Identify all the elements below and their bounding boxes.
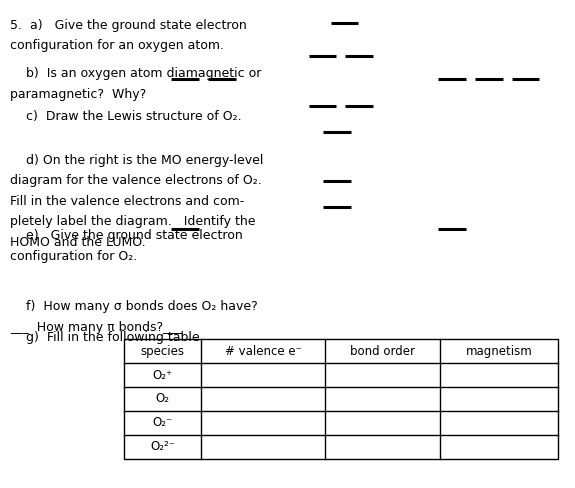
Text: c)  Draw the Lewis structure of O₂.: c) Draw the Lewis structure of O₂. bbox=[10, 110, 242, 123]
Text: species: species bbox=[140, 345, 185, 358]
Text: 5.  a)   Give the ground state electron: 5. a) Give the ground state electron bbox=[10, 19, 247, 32]
Text: b)  Is an oxygen atom diamagnetic or: b) Is an oxygen atom diamagnetic or bbox=[10, 67, 262, 81]
Text: HOMO and the LUMO.: HOMO and the LUMO. bbox=[10, 236, 146, 249]
Text: O₂²⁻: O₂²⁻ bbox=[150, 440, 175, 453]
Text: e)   Give the ground state electron: e) Give the ground state electron bbox=[10, 229, 243, 243]
Bar bbox=[124, 339, 558, 459]
Text: diagram for the valence electrons of O₂.: diagram for the valence electrons of O₂. bbox=[10, 174, 262, 187]
Text: bond order: bond order bbox=[350, 345, 415, 358]
Text: O₂⁻: O₂⁻ bbox=[152, 416, 172, 429]
Text: configuration for O₂.: configuration for O₂. bbox=[10, 250, 137, 263]
Text: O₂: O₂ bbox=[155, 392, 170, 406]
Text: d) On the right is the MO energy-level: d) On the right is the MO energy-level bbox=[10, 154, 264, 167]
Text: configuration for an oxygen atom.: configuration for an oxygen atom. bbox=[10, 39, 224, 52]
Text: paramagnetic?  Why?: paramagnetic? Why? bbox=[10, 88, 147, 101]
Text: # valence e⁻: # valence e⁻ bbox=[225, 345, 301, 358]
Text: g)  Fill in the following table: g) Fill in the following table bbox=[10, 331, 200, 344]
Text: pletely label the diagram.   Identify the: pletely label the diagram. Identify the bbox=[10, 215, 256, 228]
Text: f)  How many σ bonds does O₂ have?: f) How many σ bonds does O₂ have? bbox=[10, 300, 258, 313]
Text: O₂⁺: O₂⁺ bbox=[152, 368, 172, 382]
Text: magnetism: magnetism bbox=[465, 345, 532, 358]
Text: Fill in the valence electrons and com-: Fill in the valence electrons and com- bbox=[10, 195, 244, 208]
Text: ___  How many π bonds?___: ___ How many π bonds?___ bbox=[10, 321, 182, 334]
